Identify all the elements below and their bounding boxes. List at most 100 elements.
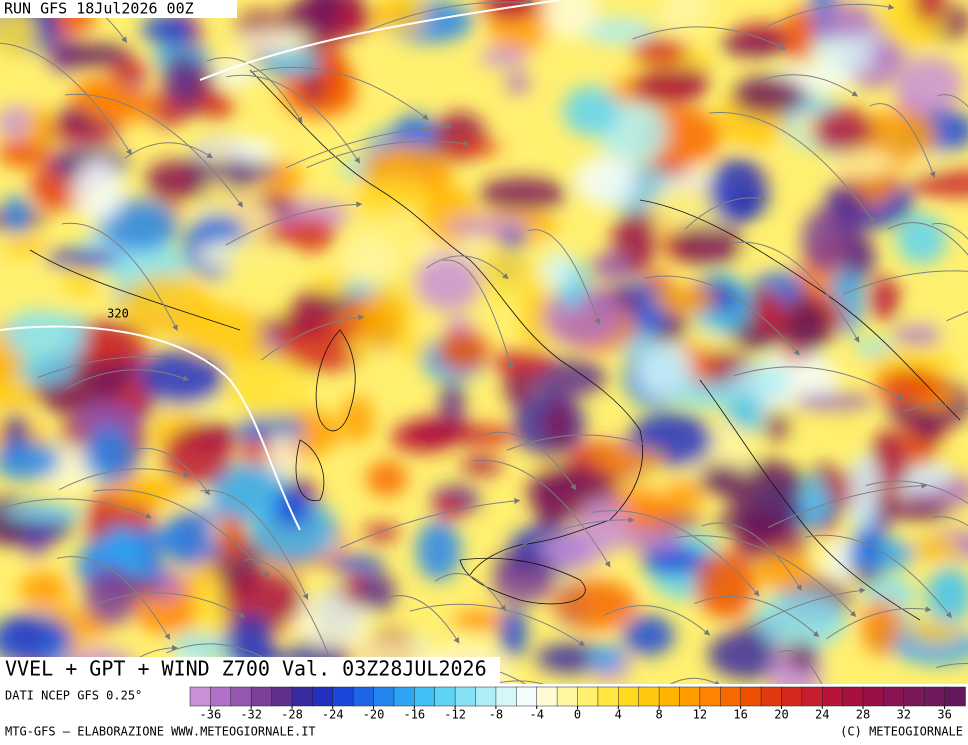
field-blob xyxy=(145,159,204,201)
field-blob xyxy=(110,60,152,80)
field-blob xyxy=(439,381,466,429)
streamline xyxy=(409,603,586,646)
colorbar-swatch xyxy=(414,686,436,707)
field-blob xyxy=(810,30,888,71)
streamline xyxy=(937,94,968,108)
streamline xyxy=(904,404,968,412)
field-blob xyxy=(595,449,666,471)
field-blob xyxy=(623,528,686,552)
streamline xyxy=(805,534,952,619)
colorbar-tick-label: -36 xyxy=(200,708,222,722)
caption-box xyxy=(0,657,500,684)
field-blob xyxy=(631,37,688,65)
field-blob xyxy=(907,536,960,563)
field-blob xyxy=(3,309,76,358)
streamline xyxy=(426,255,509,280)
field-blob xyxy=(224,355,313,420)
streamline xyxy=(121,447,210,496)
colorbar-tick-label: -24 xyxy=(322,708,344,722)
field-blob xyxy=(217,509,245,562)
streamline xyxy=(506,434,664,452)
field-blob xyxy=(259,50,321,76)
streamline xyxy=(492,680,545,684)
field-blob xyxy=(211,61,259,86)
field-blob xyxy=(307,0,341,30)
field-blob xyxy=(249,495,337,562)
field-blob xyxy=(313,296,361,314)
streamline xyxy=(887,222,968,256)
field-blob xyxy=(906,621,964,645)
streamline xyxy=(477,431,577,491)
field-blob xyxy=(479,47,529,68)
field-blob xyxy=(636,341,694,399)
colorbar-tick-label: -16 xyxy=(403,708,425,722)
header-box xyxy=(0,0,237,18)
streamline xyxy=(378,595,460,644)
field-blob xyxy=(341,395,374,443)
field-blob xyxy=(491,349,554,376)
field-blob xyxy=(171,633,235,660)
streamline xyxy=(250,66,429,121)
colorbar-swatch xyxy=(373,686,395,707)
streamline xyxy=(37,355,214,378)
field-blob xyxy=(889,500,950,521)
colorbar-swatch xyxy=(556,686,579,707)
field-blob xyxy=(707,157,770,224)
streamline xyxy=(708,112,875,224)
field-blob xyxy=(732,75,806,116)
field-blob xyxy=(56,106,90,130)
field-blob xyxy=(226,237,286,306)
field-blob xyxy=(366,460,408,497)
field-blob xyxy=(48,42,132,68)
colorbar-swatch xyxy=(781,686,803,707)
streamline xyxy=(675,535,857,618)
coastlines xyxy=(29,69,961,621)
contour-label: 320 xyxy=(107,307,129,321)
field-blob xyxy=(452,611,508,629)
streamline xyxy=(66,369,190,389)
field-blob xyxy=(445,216,529,238)
field-blob xyxy=(542,0,598,40)
streamline xyxy=(603,605,711,636)
field-blob xyxy=(26,106,56,147)
field-blob xyxy=(357,572,397,612)
streamline xyxy=(701,522,802,591)
streamline xyxy=(92,489,270,578)
colorbar-swatch xyxy=(618,686,640,707)
colorbar-tick-label: -28 xyxy=(281,708,303,722)
field-blob xyxy=(71,76,134,120)
field-blob xyxy=(752,271,806,288)
field-blob xyxy=(670,380,743,409)
streamline xyxy=(285,123,453,169)
field-blob xyxy=(224,614,276,667)
streamline xyxy=(504,516,635,556)
field-blob xyxy=(660,0,694,38)
field-blob xyxy=(285,217,336,252)
colorbar-swatch xyxy=(903,686,925,707)
field-blob xyxy=(1,194,32,234)
field-blob xyxy=(341,233,400,287)
colorbar-swatch xyxy=(434,686,456,707)
field-blob xyxy=(19,571,69,611)
field-blob xyxy=(503,364,535,408)
field-blob xyxy=(163,425,232,487)
streamline xyxy=(306,140,470,169)
colorbar-swatch xyxy=(577,686,599,707)
field-blob xyxy=(83,566,138,626)
field-blob xyxy=(234,28,310,55)
streamline xyxy=(226,74,361,164)
field-blob xyxy=(893,323,942,346)
colorbar-swatch xyxy=(250,686,273,707)
streamline xyxy=(869,103,936,179)
streamline xyxy=(669,677,721,684)
field-blob xyxy=(203,91,234,120)
field-blob xyxy=(62,258,101,298)
field-blob xyxy=(865,42,909,62)
colorbar-swatch xyxy=(230,686,252,707)
field-blob xyxy=(61,313,87,360)
colorbar-swatch xyxy=(923,686,946,707)
field-blob xyxy=(694,551,757,619)
field-blob xyxy=(141,13,197,46)
